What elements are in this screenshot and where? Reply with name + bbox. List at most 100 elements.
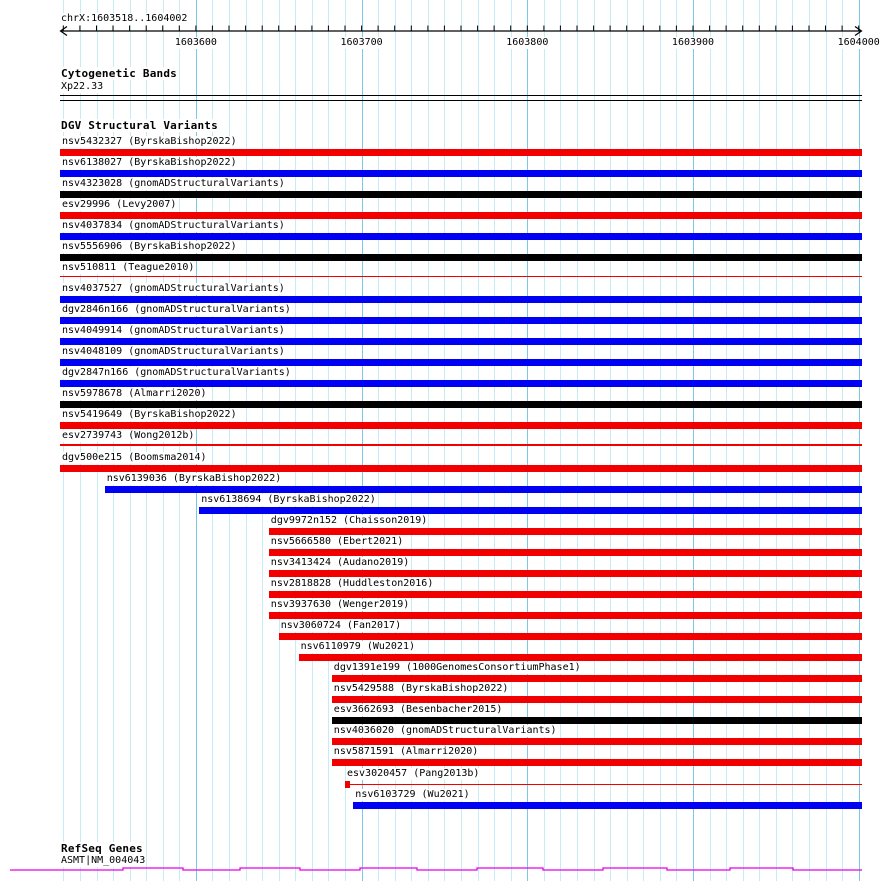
variant-label: nsv3937630 (Wenger2019) xyxy=(269,598,411,611)
gridline-major xyxy=(527,0,529,881)
axis-tick-label: 1603700 xyxy=(339,37,384,49)
variant-bar[interactable] xyxy=(60,359,862,367)
variant-label: nsv6138694 (ByrskaBishop2022) xyxy=(200,493,377,506)
variant-bar[interactable] xyxy=(60,253,862,261)
variant-label: nsv5666580 (Ebert2021) xyxy=(269,535,405,548)
variant-label: nsv4037834 (gnomADStructuralVariants) xyxy=(61,219,286,232)
gridline-minor xyxy=(278,0,280,881)
gridline-minor xyxy=(726,0,728,881)
variant-bar[interactable] xyxy=(60,296,862,303)
gridline-minor xyxy=(494,0,496,881)
variant-bar[interactable] xyxy=(60,211,862,219)
gridline-minor xyxy=(825,0,827,881)
variant-label: nsv5556906 (ByrskaBishop2022) xyxy=(61,240,238,253)
variant-bar[interactable] xyxy=(104,485,862,493)
gridline-minor xyxy=(229,0,230,881)
variant-bar[interactable] xyxy=(331,675,862,683)
variant-bar[interactable] xyxy=(278,633,862,640)
gridline-minor xyxy=(477,0,479,881)
gridline-minor xyxy=(245,0,247,881)
variant-label: nsv2818828 (Huddleston2016) xyxy=(269,577,435,590)
variant-bar[interactable] xyxy=(60,464,862,472)
gridline-minor xyxy=(411,0,413,881)
variant-bar[interactable] xyxy=(268,548,862,556)
refseq-title: RefSeq Genes xyxy=(60,842,144,855)
gridline-minor xyxy=(345,0,346,881)
gridline-minor xyxy=(311,0,313,881)
variant-bar[interactable] xyxy=(268,527,862,535)
variant-label: nsv5871591 (Almarri2020) xyxy=(332,746,480,759)
gridline-minor xyxy=(676,0,678,881)
gridline-minor xyxy=(809,0,810,881)
cytoband-bar[interactable] xyxy=(60,95,862,101)
gridline-major xyxy=(858,0,860,881)
variant-bar[interactable] xyxy=(60,422,862,430)
variant-bar[interactable] xyxy=(60,169,862,177)
gridline-minor xyxy=(610,0,612,881)
gridline-minor xyxy=(709,0,711,881)
variant-label: esv3020457 (Pang2013b) xyxy=(346,767,481,780)
variant-line[interactable] xyxy=(345,783,862,785)
variant-label: dgv2847n166 (gnomADStructuralVariants) xyxy=(61,367,292,380)
gridline-minor xyxy=(543,0,545,881)
gridline-minor xyxy=(842,0,844,881)
axis-tick-label: 1603800 xyxy=(505,37,550,49)
gridline-minor xyxy=(560,0,562,881)
variant-label: nsv5432327 (ByrskaBishop2022) xyxy=(61,135,238,148)
gridline-minor xyxy=(643,0,645,881)
variant-bar[interactable] xyxy=(60,380,862,388)
variant-label: nsv5419649 (ByrskaBishop2022) xyxy=(61,409,238,422)
gridline-minor xyxy=(759,0,761,881)
gridline-major xyxy=(361,0,363,881)
gridline-minor xyxy=(742,0,744,881)
variant-label: nsv3413424 (Audano2019) xyxy=(269,556,411,569)
variant-label: nsv4049914 (gnomADStructuralVariants) xyxy=(61,325,286,338)
gridline-minor xyxy=(427,0,429,881)
variant-label: dgv2846n166 (gnomADStructuralVariants) xyxy=(61,304,292,316)
variant-bar[interactable] xyxy=(60,401,862,409)
variant-label: nsv6138027 (ByrskaBishop2022) xyxy=(61,156,238,169)
variant-label: nsv3060724 (Fan2017) xyxy=(279,620,403,632)
variant-bar[interactable] xyxy=(268,611,862,619)
variant-bar[interactable] xyxy=(268,569,862,577)
variant-label: nsv6139036 (ByrskaBishop2022) xyxy=(105,472,283,485)
variant-bar[interactable] xyxy=(60,148,862,156)
variant-bar[interactable] xyxy=(60,317,862,324)
variant-bar[interactable] xyxy=(60,338,862,346)
cytoband-label: Xp22.33 xyxy=(60,81,105,93)
variant-label: nsv6103729 (Wu2021) xyxy=(354,788,471,801)
dgv-title: DGV Structural Variants xyxy=(60,119,219,132)
axis-tick-label: 1603900 xyxy=(670,37,716,49)
variant-label: nsv510811 (Teague2010) xyxy=(61,261,196,274)
variant-bar[interactable] xyxy=(331,738,862,746)
variant-bar[interactable] xyxy=(298,654,862,662)
variant-bar[interactable] xyxy=(199,506,862,514)
variant-bar[interactable] xyxy=(268,590,862,598)
region-label: chrX:1603518..1604002 xyxy=(60,13,189,25)
variant-line[interactable] xyxy=(60,444,862,446)
variant-label: esv2739743 (Wong2012b) xyxy=(61,430,196,443)
variant-bar[interactable] xyxy=(331,717,862,725)
variant-label: nsv4037527 (gnomADStructuralVariants) xyxy=(61,283,286,295)
variant-label: dgv500e215 (Boomsma2014) xyxy=(61,451,208,464)
gridline-minor xyxy=(659,0,661,881)
variant-bar[interactable] xyxy=(60,190,862,198)
variant-label: dgv1391e199 (1000GenomesConsortiumPhase1… xyxy=(332,662,582,675)
gridline-minor xyxy=(577,0,578,881)
gridline-minor xyxy=(775,0,777,881)
gridline-minor xyxy=(444,0,446,881)
variant-label: nsv4036020 (gnomADStructuralVariants) xyxy=(332,725,558,738)
axis-tick-label: 1604000 xyxy=(836,37,881,49)
variant-label: nsv4323028 (gnomADStructuralVariants) xyxy=(61,177,286,190)
variant-bar[interactable] xyxy=(331,696,862,704)
variant-bar[interactable] xyxy=(60,232,862,240)
gridline-minor xyxy=(626,0,628,881)
variant-bar[interactable] xyxy=(353,801,862,809)
variant-line[interactable] xyxy=(60,275,862,278)
gridline-minor xyxy=(792,0,794,881)
variant-label: nsv6110979 (Wu2021) xyxy=(299,641,416,654)
gridline-major xyxy=(693,0,694,881)
variant-label: dgv9972n152 (Chaisson2019) xyxy=(269,514,429,527)
variant-bar[interactable] xyxy=(331,759,862,767)
gene-label: ASMT|NM_004043 xyxy=(60,855,147,867)
